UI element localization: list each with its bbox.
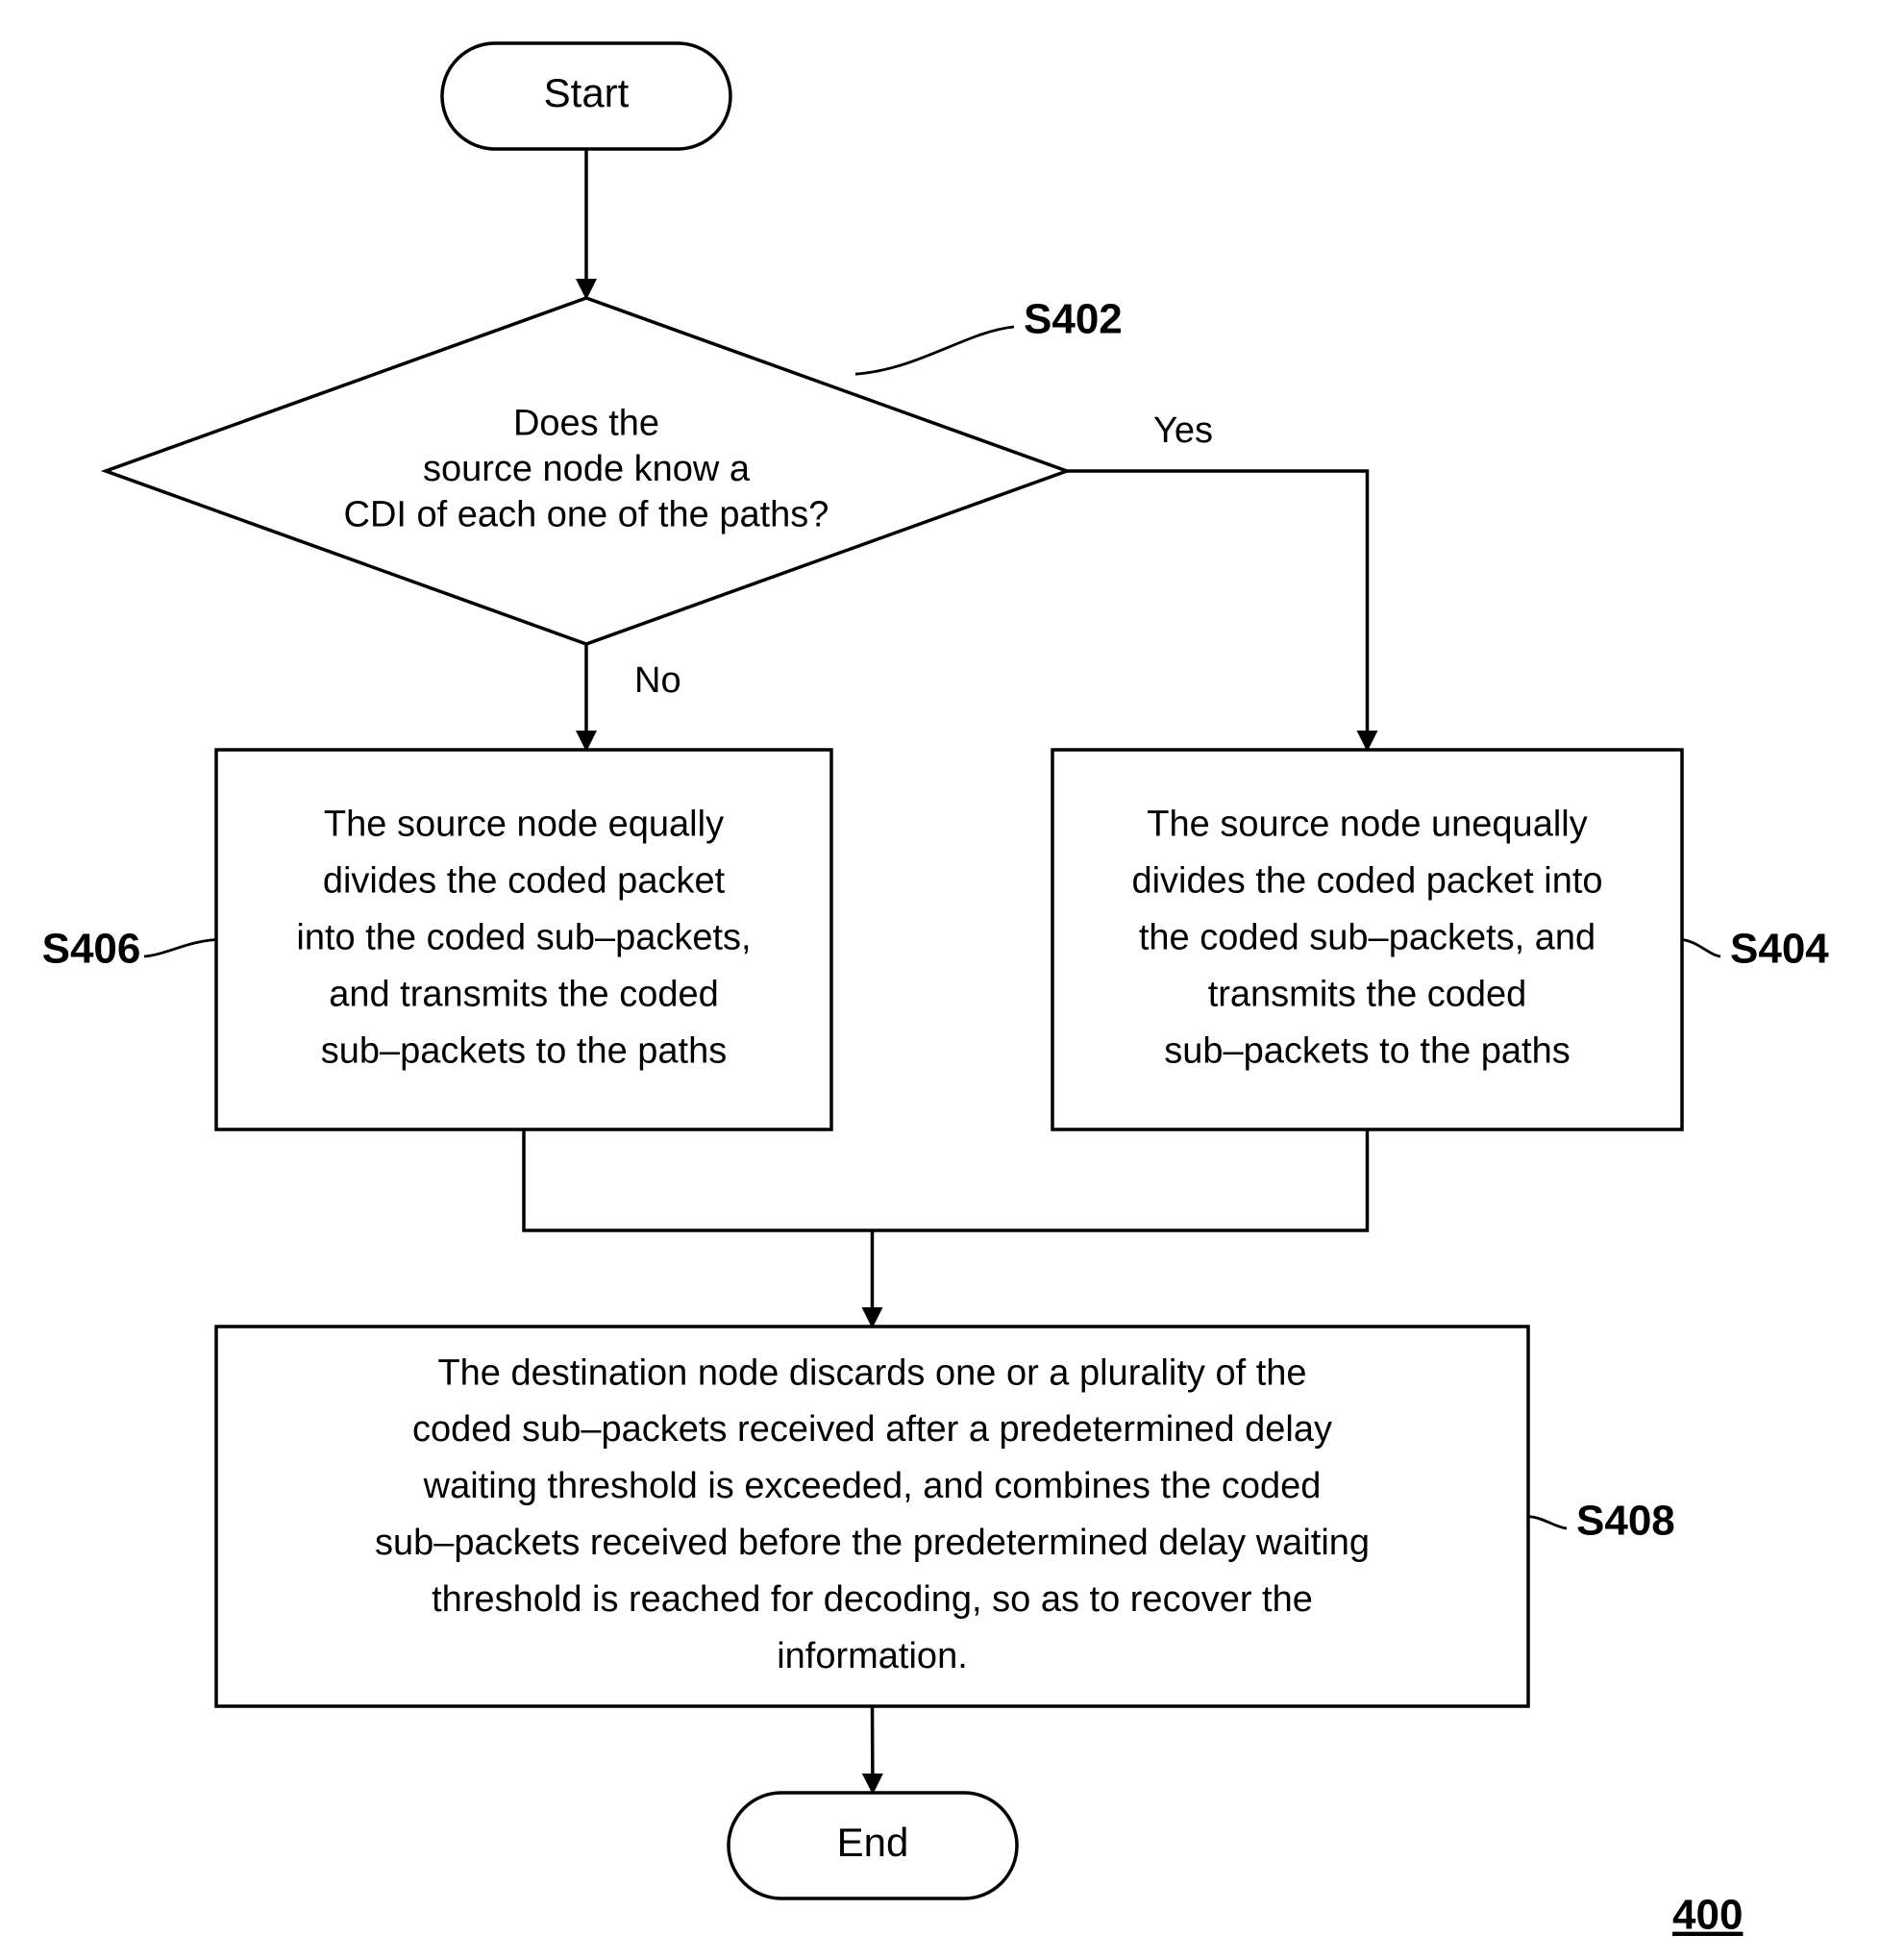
- s402-ref: S402: [1024, 296, 1123, 343]
- s408-text-2: waiting threshold is exceeded, and combi…: [423, 1466, 1322, 1506]
- s408-text-1: coded sub–packets received after a prede…: [412, 1409, 1332, 1450]
- s408-text-0: The destination node discards one or a p…: [437, 1352, 1306, 1393]
- edge-s408-end: [873, 1706, 874, 1793]
- edge-s404-merge: [873, 1129, 1368, 1230]
- s408-leader: [1528, 1517, 1567, 1529]
- yes-label: Yes: [1153, 410, 1213, 451]
- s408-text-3: sub–packets received before the predeter…: [375, 1523, 1370, 1563]
- end-label: End: [837, 1820, 909, 1865]
- s408-ref: S408: [1576, 1498, 1675, 1545]
- s406-text-1: divides the coded packet: [323, 861, 726, 902]
- s408-text-5: information.: [777, 1636, 968, 1676]
- s408-text-4: threshold is reached for decoding, so as…: [432, 1579, 1313, 1620]
- flowchart-canvas: Start Does the source node know a CDI of ea…: [0, 0, 1880, 1960]
- s404-text-3: transmits the coded: [1208, 974, 1527, 1014]
- s404-text-2: the coded sub–packets, and: [1139, 918, 1596, 958]
- s406-text-0: The source node equally: [324, 805, 724, 845]
- s402-text-2: CDI of each one of the paths?: [344, 495, 829, 535]
- s404-text-4: sub–packets to the paths: [1164, 1030, 1571, 1071]
- s404-leader: [1682, 940, 1720, 957]
- s402-text-1: source node know a: [423, 449, 751, 489]
- s402-leader: [855, 327, 1014, 374]
- s404-text-0: The source node unequally: [1147, 805, 1587, 845]
- no-label: No: [634, 660, 681, 701]
- edge-s406-merge: [524, 1129, 873, 1230]
- s402-text-0: Does the: [513, 404, 659, 444]
- edge-s402-s404: [1067, 471, 1368, 750]
- s406-text-3: and transmits the coded: [329, 974, 719, 1014]
- s406-leader: [144, 940, 216, 957]
- start-label: Start: [544, 70, 630, 115]
- s404-ref: S404: [1730, 926, 1829, 973]
- s406-text-4: sub–packets to the paths: [321, 1030, 728, 1071]
- s404-text-1: divides the coded packet into: [1131, 861, 1602, 902]
- figure-number: 400: [1672, 1892, 1743, 1939]
- s406-ref: S406: [42, 926, 141, 973]
- s406-text-2: into the coded sub–packets,: [296, 918, 751, 958]
